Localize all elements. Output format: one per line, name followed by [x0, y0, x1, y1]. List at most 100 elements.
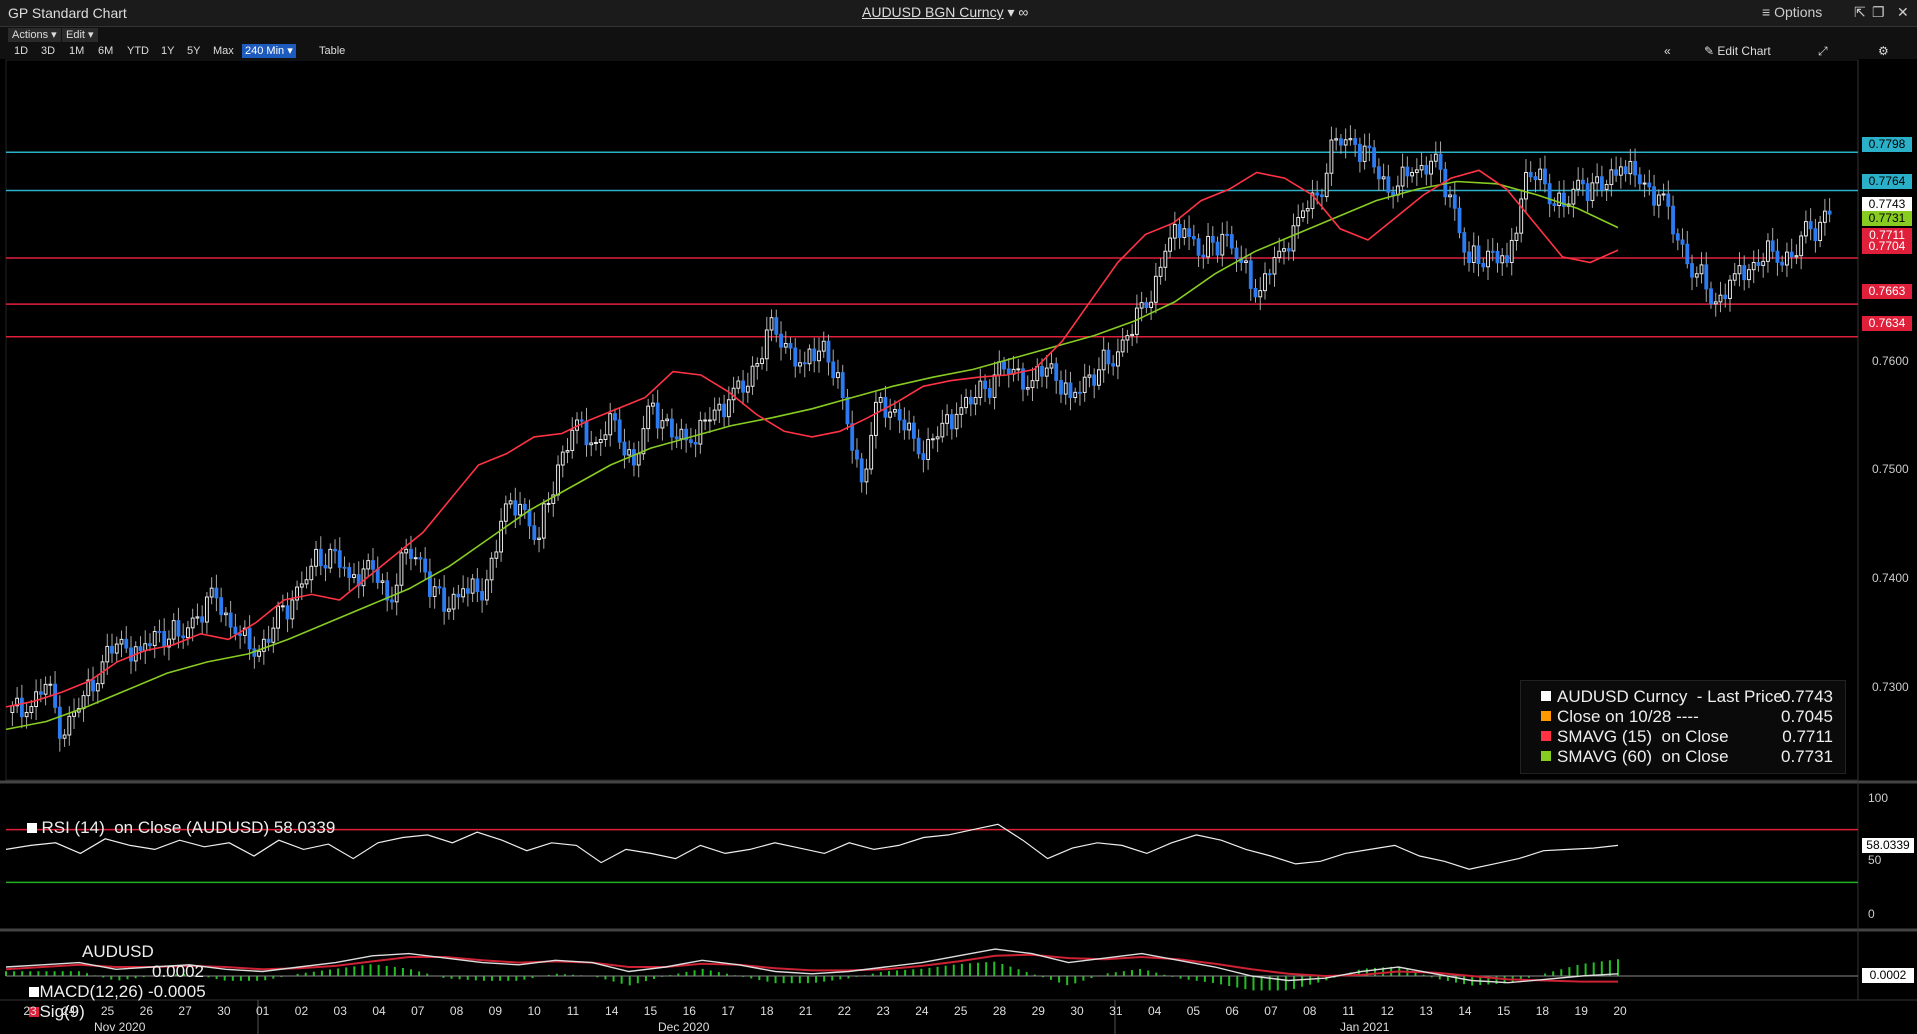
candle-body [1082, 376, 1087, 393]
date-tick: 25 [954, 1004, 968, 1018]
candle-body [959, 407, 964, 415]
legend-value: 0.7711 [1782, 727, 1833, 746]
candle-body [541, 503, 546, 539]
date-tick: 14 [1458, 1004, 1472, 1018]
candle-body [499, 520, 504, 553]
options-menu[interactable]: ≡ Options [1762, 4, 1822, 20]
chevron-down-icon[interactable]: ▾ [1007, 4, 1019, 20]
candle-body [423, 558, 428, 573]
rsi-tick-50: 50 [1868, 853, 1882, 867]
date-tick: 20 [1613, 1004, 1627, 1018]
macd-label[interactable]: MACD(12,26) [20, 962, 143, 1002]
candle-body [1723, 294, 1728, 299]
candle-body [1040, 366, 1044, 377]
date-tick: 02 [294, 1004, 309, 1018]
range-5y[interactable]: 5Y [187, 45, 201, 57]
candle-body [375, 568, 380, 583]
link-icon[interactable]: ∞ [1018, 4, 1029, 20]
range-6m[interactable]: 6M [98, 45, 114, 57]
candle-body [451, 593, 456, 610]
signal-swatch [29, 1007, 40, 1017]
candle-body [1486, 250, 1490, 268]
candle-body [148, 643, 152, 647]
signal-label[interactable]: Sig(9) [20, 982, 85, 1022]
date-tick: 26 [139, 1004, 153, 1018]
rsi-tick-100: 100 [1868, 791, 1889, 805]
candle-body [124, 638, 129, 649]
candle-body [1599, 176, 1604, 190]
legend-item-close[interactable]: Close on 10/28 ---- 0.7045 [1541, 707, 1837, 727]
gear-icon[interactable]: ⚙ [1878, 44, 1889, 58]
draw-tool-icon[interactable]: ⤢ [1818, 44, 1828, 58]
legend-item-last-price[interactable]: AUDUSD Curncy - Last Price 0.7743 [1541, 687, 1837, 707]
candle-body [1628, 160, 1633, 175]
candle-body [138, 646, 143, 652]
candle-body [1244, 260, 1248, 263]
range-1y[interactable]: 1Y [161, 45, 175, 57]
interval-selector[interactable]: 240 Min ▾ [242, 44, 296, 58]
security-selector[interactable]: AUDUSD BGN Curncy ▾ ∞ [862, 4, 1028, 21]
legend-value: 0.7045 [1781, 707, 1833, 726]
table-button[interactable]: Table [319, 45, 346, 57]
candle-body [204, 596, 209, 623]
range-ytd[interactable]: YTD [127, 45, 149, 57]
candle-body [1713, 301, 1718, 305]
edit-menu[interactable]: Edit ▾ [62, 28, 98, 42]
window-close-icon[interactable]: ✕ [1897, 4, 1909, 20]
candle-body [798, 362, 802, 367]
edit-chart-button[interactable]: ✎ Edit Chart [1704, 44, 1771, 58]
sma60-box: 0.7731 [1862, 211, 1912, 226]
candle-body [764, 329, 769, 360]
date-tick: 30 [217, 1004, 231, 1018]
candle-body [1172, 224, 1177, 239]
candle-body [964, 396, 968, 409]
range-3d[interactable]: 3D [41, 45, 56, 57]
candle-body [987, 388, 992, 398]
candle-body [968, 396, 973, 405]
macd-title: AUDUSD [82, 942, 154, 961]
candle-body [1362, 145, 1367, 162]
candle-body [1495, 250, 1500, 264]
candle-body [1457, 207, 1462, 234]
collapse-icon[interactable]: « [1664, 44, 1671, 58]
candle-body [1357, 143, 1362, 162]
date-tick: 10 [527, 1004, 541, 1018]
date-tick: 09 [488, 1004, 503, 1018]
candle-body [1609, 169, 1614, 186]
candle-body [105, 645, 110, 663]
candle-body [921, 453, 926, 461]
window-minimize-icon[interactable]: ⇱ [1854, 4, 1866, 20]
price-tick-1: 0.7500 [1872, 462, 1909, 476]
candle-body [741, 380, 745, 393]
legend-item-sma60[interactable]: SMAVG (60) on Close 0.7731 [1541, 747, 1837, 767]
candle-body [1799, 235, 1804, 257]
level-box-0: 0.7798 [1862, 137, 1912, 152]
candle-body [1595, 176, 1600, 184]
candle-body [907, 422, 912, 431]
date-tick: 07 [411, 1004, 425, 1018]
actions-menu[interactable]: Actions ▾ [8, 28, 61, 42]
signal-value: -0.0005 [148, 982, 206, 1001]
legend-item-sma15[interactable]: SMAVG (15) on Close 0.7711 [1541, 727, 1837, 747]
rsi-label[interactable]: RSI (14) on Close (AUDUSD) 58.0339 [18, 798, 335, 838]
candle-body [916, 437, 921, 455]
candle-body [456, 593, 461, 598]
candle-body [1533, 176, 1538, 181]
candle-body [954, 413, 959, 430]
candle-body [1580, 179, 1585, 185]
security-name[interactable]: AUDUSD BGN Curncy [862, 4, 1004, 20]
candle-body [878, 397, 883, 403]
window-restore-icon[interactable]: ❐ [1872, 4, 1885, 20]
date-tick: 08 [1303, 1004, 1317, 1018]
candle-body [1324, 172, 1329, 198]
candle-body [869, 434, 874, 470]
range-max[interactable]: Max [213, 45, 234, 57]
range-1m[interactable]: 1M [69, 45, 85, 57]
candle-body [665, 418, 670, 422]
candle-body [1044, 367, 1049, 377]
candle-body [1756, 262, 1761, 266]
candle-body [983, 380, 987, 390]
candle-body [1078, 391, 1082, 394]
range-1d[interactable]: 1D [14, 45, 29, 57]
